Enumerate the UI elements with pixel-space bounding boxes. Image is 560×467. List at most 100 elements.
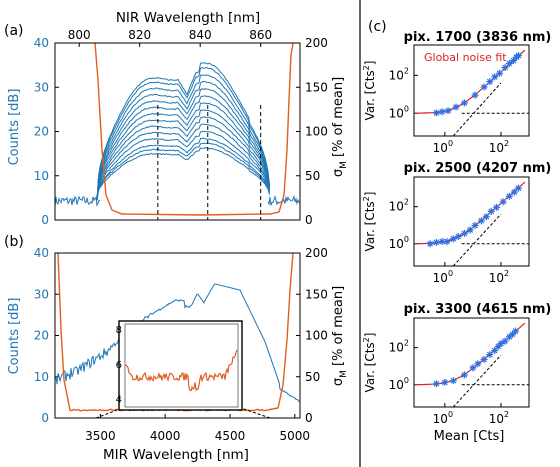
subplot-title: pix. 1700 (3836 nm) bbox=[404, 30, 552, 45]
subplot-frame bbox=[413, 317, 530, 408]
plot-frame-b bbox=[54, 252, 301, 419]
left-y-tick-label: 30 bbox=[34, 80, 49, 94]
variance-point bbox=[501, 337, 509, 345]
left-y-ticks-a: 0 10 20 30 40 bbox=[34, 36, 59, 227]
c-ylabel: Var. [Cts2] bbox=[362, 333, 377, 393]
panel-label-c: (c) bbox=[368, 19, 387, 35]
baseline-noise-left-a bbox=[54, 195, 101, 208]
variance-point bbox=[432, 109, 440, 117]
variance-point bbox=[491, 73, 499, 81]
shot-noise-asymptote bbox=[452, 82, 502, 137]
variance-point bbox=[511, 327, 519, 335]
top-x-tick-label: 820 bbox=[128, 28, 151, 42]
variance-point bbox=[432, 380, 440, 388]
bottom-x-tick-label: 5000 bbox=[280, 429, 311, 443]
variance-point bbox=[471, 221, 479, 229]
variance-point bbox=[449, 377, 457, 385]
spectrum-line-a bbox=[96, 116, 270, 200]
variance-subplot: pix. 3300 (4615 nm) Var. [Cts2] 100 102 100 1… bbox=[362, 302, 551, 426]
spectrum-line-a bbox=[96, 130, 270, 200]
variance-point bbox=[471, 91, 479, 99]
left-y-tick-label-b: 30 bbox=[34, 287, 49, 301]
variance-point bbox=[449, 235, 457, 243]
variance-point bbox=[432, 238, 440, 246]
variance-point bbox=[460, 229, 468, 237]
variance-point bbox=[514, 52, 522, 60]
bottom-x-tick-label: 4500 bbox=[215, 429, 246, 443]
right-y-ticks-a: 0 50 100 150 200 bbox=[296, 36, 328, 227]
right-y-tick-label-b: 100 bbox=[305, 329, 328, 343]
variance-point bbox=[499, 198, 507, 206]
c-y-tick-label: 102 bbox=[389, 339, 409, 355]
variance-point bbox=[460, 371, 468, 379]
top-x-ticks: 800 820 840 860 bbox=[68, 28, 272, 47]
right-y-tick-label-b: 50 bbox=[305, 370, 320, 384]
top-x-tick-label: 840 bbox=[189, 28, 212, 42]
variance-point bbox=[426, 240, 434, 248]
spectrum-line-b bbox=[54, 283, 301, 403]
subplot-title: pix. 3300 (4615 nm) bbox=[404, 302, 552, 317]
c-ylabel: Var. [Cts2] bbox=[362, 61, 377, 121]
variance-point bbox=[466, 226, 474, 234]
inset-sigma-line bbox=[125, 349, 238, 392]
right-ylabel-a: σM [% of mean] bbox=[331, 77, 349, 177]
inset-y-tick-label: 4 bbox=[116, 394, 122, 405]
right-y-tick-label-b: 200 bbox=[305, 246, 328, 260]
left-y-tick-label-b: 0 bbox=[41, 411, 49, 425]
left-y-tick-label-b: 10 bbox=[34, 370, 49, 384]
variance-point bbox=[452, 103, 460, 111]
c-ylabel: Var. [Cts2] bbox=[362, 192, 377, 252]
plot-frame-a bbox=[54, 42, 301, 221]
spectrum-line-a bbox=[96, 123, 270, 201]
spectrum-line-a bbox=[96, 147, 270, 201]
shot-noise-asymptote bbox=[452, 213, 502, 267]
variance-point bbox=[480, 83, 488, 91]
left-y-tick-label: 10 bbox=[34, 169, 49, 183]
variance-point bbox=[469, 364, 477, 372]
shot-noise-asymptote bbox=[452, 354, 502, 408]
right-y-axis-a: σM [% of mean] 0 50 100 150 200 bbox=[296, 36, 349, 227]
global-noise-fit-curve bbox=[414, 322, 526, 386]
variance-point bbox=[443, 238, 451, 246]
variance-point bbox=[444, 107, 452, 115]
variance-point bbox=[501, 64, 509, 72]
spectrum-line-a bbox=[96, 95, 270, 200]
top-xlabel: NIR Wavelength [nm] bbox=[116, 10, 260, 26]
variance-point bbox=[438, 108, 446, 116]
variance-point bbox=[497, 340, 505, 348]
left-y-tick-label-b: 20 bbox=[34, 329, 49, 343]
inset-y-tick-label: 8 bbox=[116, 325, 122, 336]
panel-c: Mean [Cts] pix. 1700 (3836 nm) Var. [Cts2… bbox=[362, 30, 551, 444]
c-x-tick-label: 102 bbox=[489, 269, 509, 285]
c-x-tick-label: 100 bbox=[433, 269, 453, 285]
variance-point bbox=[477, 217, 485, 225]
variance-point bbox=[491, 347, 499, 355]
baseline-noise-right-a bbox=[267, 194, 301, 206]
left-y-ticks-b: 0 10 20 30 40 bbox=[34, 246, 59, 425]
variance-point bbox=[496, 69, 504, 77]
spectrum-line-a bbox=[96, 74, 270, 200]
variance-point bbox=[480, 355, 488, 363]
variance-point bbox=[505, 60, 513, 68]
c-y-tick-label: 100 bbox=[389, 376, 409, 392]
right-y-tick-label: 200 bbox=[305, 36, 328, 50]
right-y-tick-label-b: 0 bbox=[305, 411, 313, 425]
spectrum-line-a bbox=[96, 109, 270, 200]
left-y-tick-label: 0 bbox=[41, 213, 49, 227]
variance-point bbox=[441, 378, 449, 386]
right-y-tick-label: 100 bbox=[305, 125, 328, 139]
variance-point bbox=[486, 351, 494, 359]
variance-point bbox=[514, 184, 522, 192]
subplot-frame bbox=[413, 176, 530, 267]
spectrum-line-a bbox=[96, 102, 270, 201]
variance-point bbox=[493, 203, 501, 211]
panel-b: MIR Wavelength [nm] 3500 4000 4500 5000 Cou… bbox=[7, 246, 349, 463]
subplot-frame bbox=[413, 44, 530, 137]
sigma-line-a bbox=[94, 42, 294, 216]
c-x-tick-label: 102 bbox=[489, 139, 509, 155]
c-x-tick-label: 100 bbox=[433, 139, 453, 155]
left-ylabel-b: Counts [dB] bbox=[7, 298, 22, 375]
c-y-tick-label: 100 bbox=[389, 235, 409, 251]
panel-label-a: (a) bbox=[4, 23, 24, 39]
c-y-tick-label: 102 bbox=[389, 66, 409, 82]
